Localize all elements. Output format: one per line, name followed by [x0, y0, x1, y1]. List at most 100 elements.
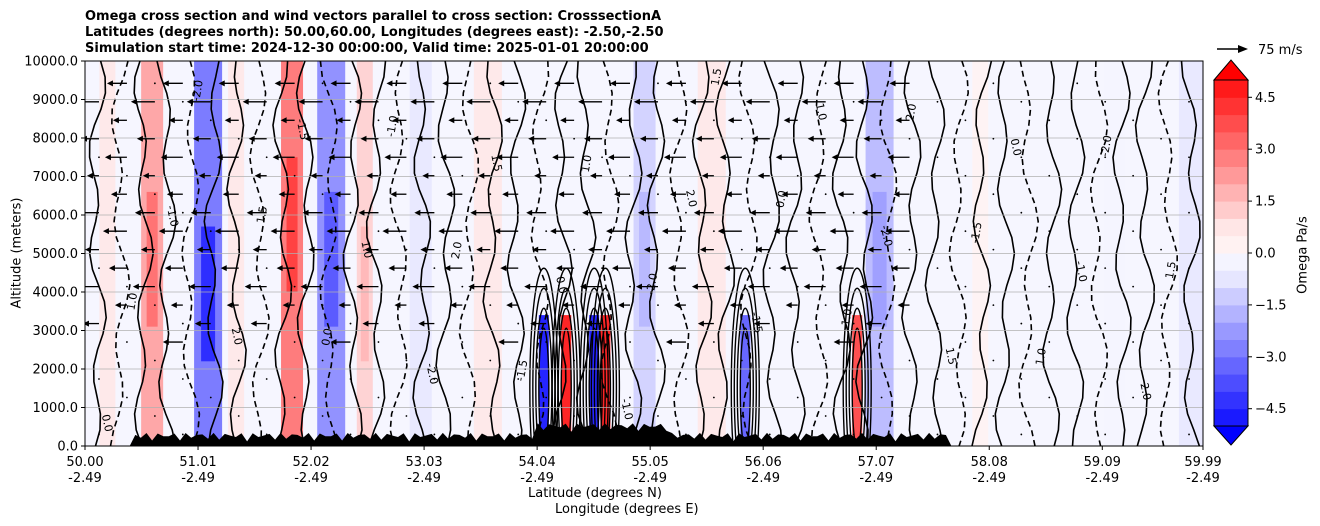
contour-label: -1.0 — [618, 397, 635, 421]
colorbar-tick-label: −1.5 — [1255, 298, 1287, 313]
wind-vector-calm — [1160, 193, 1162, 196]
wind-vector-calm — [712, 230, 715, 233]
wind-vector-head — [831, 154, 838, 161]
wind-vector-calm — [126, 341, 128, 343]
wind-vector-head — [412, 283, 419, 290]
colorbar-segment — [1214, 131, 1248, 150]
wind-vector-calm — [1076, 415, 1079, 417]
wind-vector-head — [304, 135, 311, 142]
wind-vector-head — [608, 154, 615, 161]
wind-vector-head — [254, 172, 261, 179]
wind-vector-calm — [740, 359, 743, 362]
wind-vector-head — [643, 246, 650, 253]
wind-vector-calm — [545, 396, 548, 399]
wind-vector-head — [142, 172, 149, 179]
omega-contour-cell — [845, 287, 869, 446]
y-tick-label: 2000.0 — [33, 363, 79, 378]
wind-vector-calm — [1132, 396, 1135, 399]
wind-vector-calm — [265, 267, 268, 270]
wind-vector-calm — [181, 100, 184, 103]
chart-title-line-3: Simulation start time: 2024-12-30 00:00:… — [85, 41, 649, 56]
wind-vector-calm — [992, 193, 995, 196]
contour-label: -1.0 — [838, 308, 855, 331]
wind-vector-calm — [1020, 267, 1023, 270]
wind-vector-calm — [685, 322, 687, 325]
wind-vector-head — [270, 228, 277, 235]
wind-vector-head — [310, 172, 317, 179]
omega-band — [538, 315, 549, 446]
colorbar-segment — [1214, 166, 1248, 185]
wind-vector-head — [586, 320, 593, 327]
wind-vector-calm — [209, 396, 212, 399]
contour-label: -2.0 — [1098, 134, 1115, 157]
wind-vector-calm — [98, 378, 100, 380]
omega-contour-cell — [596, 307, 615, 446]
y-tick-label: 4000.0 — [33, 286, 79, 301]
wind-vector-head — [865, 320, 872, 327]
contour-label: -2.0 — [644, 272, 661, 295]
wind-vector-calm — [1020, 156, 1023, 159]
wind-vector-head — [308, 246, 315, 253]
wind-vector-calm — [936, 267, 939, 270]
wind-vector-calm — [1020, 433, 1023, 436]
wind-vector-head — [190, 209, 197, 216]
wind-vector-head — [637, 209, 644, 216]
wind-vector-head — [639, 135, 646, 142]
x-tick-label-latitude: 57.07 — [858, 455, 895, 470]
wind-vector-calm — [1104, 378, 1107, 380]
y-axis-label: Altitude (meters) — [9, 197, 25, 309]
wind-vector-calm — [1160, 137, 1162, 140]
wind-vector-calm — [685, 433, 687, 436]
wind-vector-head — [414, 209, 421, 216]
contour-label: -1.5 — [968, 221, 985, 244]
contour-label: 1.5 — [488, 153, 504, 173]
wind-vector-head — [158, 228, 165, 235]
wind-vector-head — [382, 228, 389, 235]
wind-vector-calm — [377, 119, 380, 122]
wind-vector-head — [554, 80, 561, 87]
wind-vector-head — [358, 209, 365, 216]
chart-title-line-2: Latitudes (degrees north): 50.00,60.00, … — [85, 25, 664, 40]
omega-contour-cell — [842, 267, 872, 446]
wind-vector-calm — [936, 156, 939, 159]
colorbar-segment — [1214, 304, 1248, 323]
colorbar-segment — [1214, 270, 1248, 289]
wind-vector-head — [663, 154, 670, 161]
wind-vector-calm — [405, 137, 408, 140]
wind-vector-calm — [1020, 100, 1023, 103]
wind-vector-calm — [1188, 433, 1190, 436]
wind-vector-head — [438, 228, 445, 235]
wind-vector-head — [691, 283, 698, 290]
x-tick-label-latitude: 52.02 — [292, 455, 329, 470]
wind-vector-calm — [98, 433, 100, 436]
wind-vector-calm — [573, 137, 576, 140]
contour-label: -1.5 — [294, 118, 311, 142]
colorbar-segment — [1214, 339, 1248, 358]
wind-vector-calm — [852, 433, 855, 436]
contour-label: 1.5 — [1163, 260, 1179, 279]
colorbar-segment — [1214, 149, 1248, 167]
wind-vector-calm — [461, 341, 464, 343]
wind-vector-head — [422, 172, 429, 179]
wind-vector-calm — [349, 433, 352, 436]
wind-vector-head — [562, 302, 569, 309]
wind-vector-head — [384, 154, 391, 161]
wind-vector-head — [220, 265, 227, 272]
wind-vector-calm — [852, 100, 855, 103]
wind-vector-calm — [433, 267, 436, 270]
wind-vector-head — [783, 117, 790, 124]
wind-vector-head — [274, 80, 281, 87]
wind-vector-calm — [1160, 359, 1162, 362]
omega-contour-cell — [538, 327, 550, 446]
wind-vector-head — [280, 117, 287, 124]
wind-vector-calm — [964, 396, 967, 399]
wind-vector-head — [332, 265, 339, 272]
contour-label: -1.5 — [748, 311, 765, 335]
wind-vector-head — [869, 172, 876, 179]
wind-vector-head — [614, 191, 621, 198]
wind-vector-calm — [293, 285, 296, 288]
colorbar-segment — [1214, 374, 1248, 392]
wind-vector-head — [366, 172, 373, 179]
wind-vector-head — [226, 302, 233, 309]
wind-vector-head — [496, 154, 503, 161]
